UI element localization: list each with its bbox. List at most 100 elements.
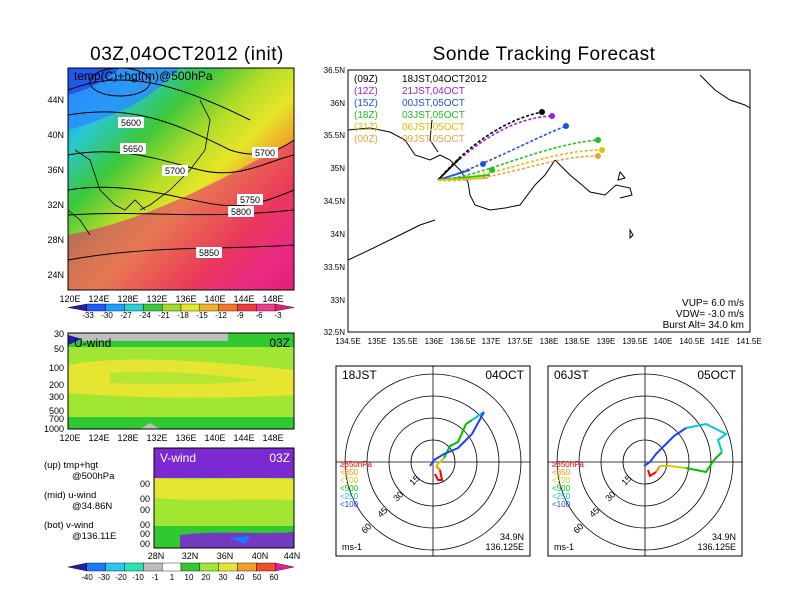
hodo2-level-legend: ≥850hPa <850 <700 <500 <250 <100 — [552, 460, 585, 509]
svg-text:(00Z): (00Z) — [354, 134, 378, 145]
top-panel-label: temp(C)+hgt(m)@500hPa — [74, 69, 213, 83]
hodo1-trace — [429, 411, 485, 481]
svg-text:200: 200 — [49, 380, 64, 390]
svg-text:40N: 40N — [47, 130, 64, 140]
svg-text:5800: 5800 — [231, 207, 251, 217]
note-up: (up) tmp+hgt @500hPa — [44, 460, 115, 482]
svg-text:-27: -27 — [120, 311, 132, 320]
svg-text:28N: 28N — [148, 551, 165, 561]
svg-text:120E: 120E — [59, 294, 80, 304]
u-wind-label: U-wind — [74, 336, 111, 350]
wind-colorbar-segment — [274, 562, 295, 572]
v-wind-lat-ticks: 28N 32N 36N 40N 44N — [148, 551, 300, 561]
svg-text:1000: 1000 — [140, 539, 150, 549]
wind-colorbar — [67, 562, 295, 572]
svg-text:-12: -12 — [215, 311, 227, 320]
note-mid: (mid) u-wind @34.86N — [44, 490, 113, 512]
landing-21z — [599, 147, 605, 153]
v-wind-label: V-wind — [160, 451, 196, 465]
burst-15z — [480, 161, 486, 167]
coastlines — [67, 99, 211, 236]
svg-text:≥850hPa: ≥850hPa — [552, 460, 585, 469]
vdw-param: VDW= -3.0 m/s — [676, 309, 744, 320]
svg-text:44N: 44N — [47, 95, 64, 105]
svg-text:<100: <100 — [552, 500, 571, 509]
svg-text:200: 200 — [140, 494, 150, 504]
svg-text:32N: 32N — [47, 200, 64, 210]
hodo2-time: 06JST — [554, 368, 589, 382]
svg-text:137.5E: 137.5E — [507, 337, 532, 346]
svg-text:<100: <100 — [340, 500, 359, 509]
svg-text:-24: -24 — [139, 311, 151, 320]
svg-text:-18: -18 — [177, 311, 189, 320]
v-wind-cross-section: V-wind 03Z 100 200 300 500 700 1000 28N … — [140, 447, 300, 561]
temp-colorbar-segment — [143, 303, 163, 312]
svg-text:132E: 132E — [146, 294, 167, 304]
ascent-params: VUP= 6.0 m/s VDW= -3.0 m/s Burst Alt= 34… — [663, 298, 744, 331]
svg-text:00JST,05OCT: 00JST,05OCT — [402, 98, 465, 109]
temp-colorbar-segment — [124, 303, 144, 312]
svg-text:1: 1 — [170, 573, 175, 582]
trajectory-00z — [437, 155, 599, 182]
svg-text:-9: -9 — [236, 311, 244, 320]
svg-text:500: 500 — [140, 520, 150, 530]
svg-text:700: 700 — [49, 414, 64, 424]
svg-text:-10: -10 — [132, 573, 144, 582]
svg-text:100: 100 — [140, 479, 150, 489]
svg-text:28N: 28N — [47, 235, 64, 245]
svg-text:40N: 40N — [252, 551, 269, 561]
svg-text:136E: 136E — [425, 337, 444, 346]
legend-entry-09z: (09Z) 18JST,04OCT2012 — [354, 74, 487, 85]
svg-text:144E: 144E — [233, 294, 254, 304]
hodo1-lon: 136.125E — [485, 542, 524, 552]
svg-text:138E: 138E — [540, 337, 559, 346]
svg-text:134.5E: 134.5E — [335, 337, 360, 346]
svg-text:300: 300 — [49, 392, 64, 402]
svg-text:<850: <850 — [340, 468, 359, 477]
svg-text:<250: <250 — [552, 492, 571, 501]
wind-colorbar-segment — [143, 562, 163, 572]
svg-text:500: 500 — [49, 406, 64, 416]
hodograph-1: 15 30 45 60 18JST 04OCT ≥850hPa <850 <70… — [335, 365, 531, 557]
svg-text:140.5E: 140.5E — [679, 337, 704, 346]
legend-entry-15z: (15Z) 00JST,05OCT — [354, 98, 465, 109]
svg-text:36.5N: 36.5N — [324, 66, 346, 75]
temp-colorbar-segment — [218, 303, 238, 312]
svg-text:5700: 5700 — [255, 148, 275, 158]
svg-text:<700: <700 — [552, 476, 571, 485]
svg-text:(12Z): (12Z) — [354, 86, 378, 97]
svg-text:136E: 136E — [175, 433, 196, 443]
svg-text:09JST,05OCT: 09JST,05OCT — [402, 134, 465, 145]
svg-text:(18Z): (18Z) — [354, 110, 378, 121]
legend-entry-21z: (21Z) 06JST,05OCT — [354, 122, 465, 133]
svg-text:5700: 5700 — [165, 166, 185, 176]
svg-text:124E: 124E — [88, 294, 109, 304]
svg-text:-40: -40 — [81, 573, 93, 582]
temp-colorbar-labels: -33 -30 -27 -24 -21 -18 -15 -12 -9 -6 -3 — [82, 311, 282, 320]
hodo1-time: 18JST — [342, 368, 377, 382]
lon-ticks-map: 134.5E 135E 135.5E 136E 136.5E 137E 137.… — [335, 337, 761, 346]
temp-colorbar-segment — [237, 303, 257, 312]
hodograph-2: 15 30 45 60 06JST 05OCT ≥850hPa <850 <70… — [547, 365, 743, 557]
svg-text:-6: -6 — [255, 311, 263, 320]
svg-text:700: 700 — [140, 529, 150, 539]
hodo1-unit: ms-1 — [342, 542, 362, 552]
coastline-map — [347, 74, 751, 261]
svg-text:35N: 35N — [330, 164, 345, 173]
svg-text:5600: 5600 — [121, 118, 141, 128]
svg-text:-1: -1 — [151, 573, 159, 582]
svg-text:<850: <850 — [552, 468, 571, 477]
svg-text:18JST,04OCT2012: 18JST,04OCT2012 — [402, 74, 487, 85]
lat-ticks: 44N 40N 36N 32N 28N 24N — [47, 95, 64, 280]
svg-text:30: 30 — [219, 573, 228, 582]
svg-text:120E: 120E — [59, 433, 80, 443]
temp-colorbar-segment — [180, 303, 201, 312]
svg-text:33N: 33N — [330, 296, 345, 305]
svg-text:136E: 136E — [175, 294, 196, 304]
svg-text:139.5E: 139.5E — [622, 337, 647, 346]
right-title: Sonde Tracking Forecast — [432, 44, 656, 65]
hodo1-level-legend: ≥850hPa <850 <700 <500 <250 <100 — [340, 460, 373, 509]
svg-text:36N: 36N — [330, 99, 345, 108]
svg-text:60: 60 — [270, 573, 279, 582]
svg-text:100: 100 — [49, 363, 64, 373]
